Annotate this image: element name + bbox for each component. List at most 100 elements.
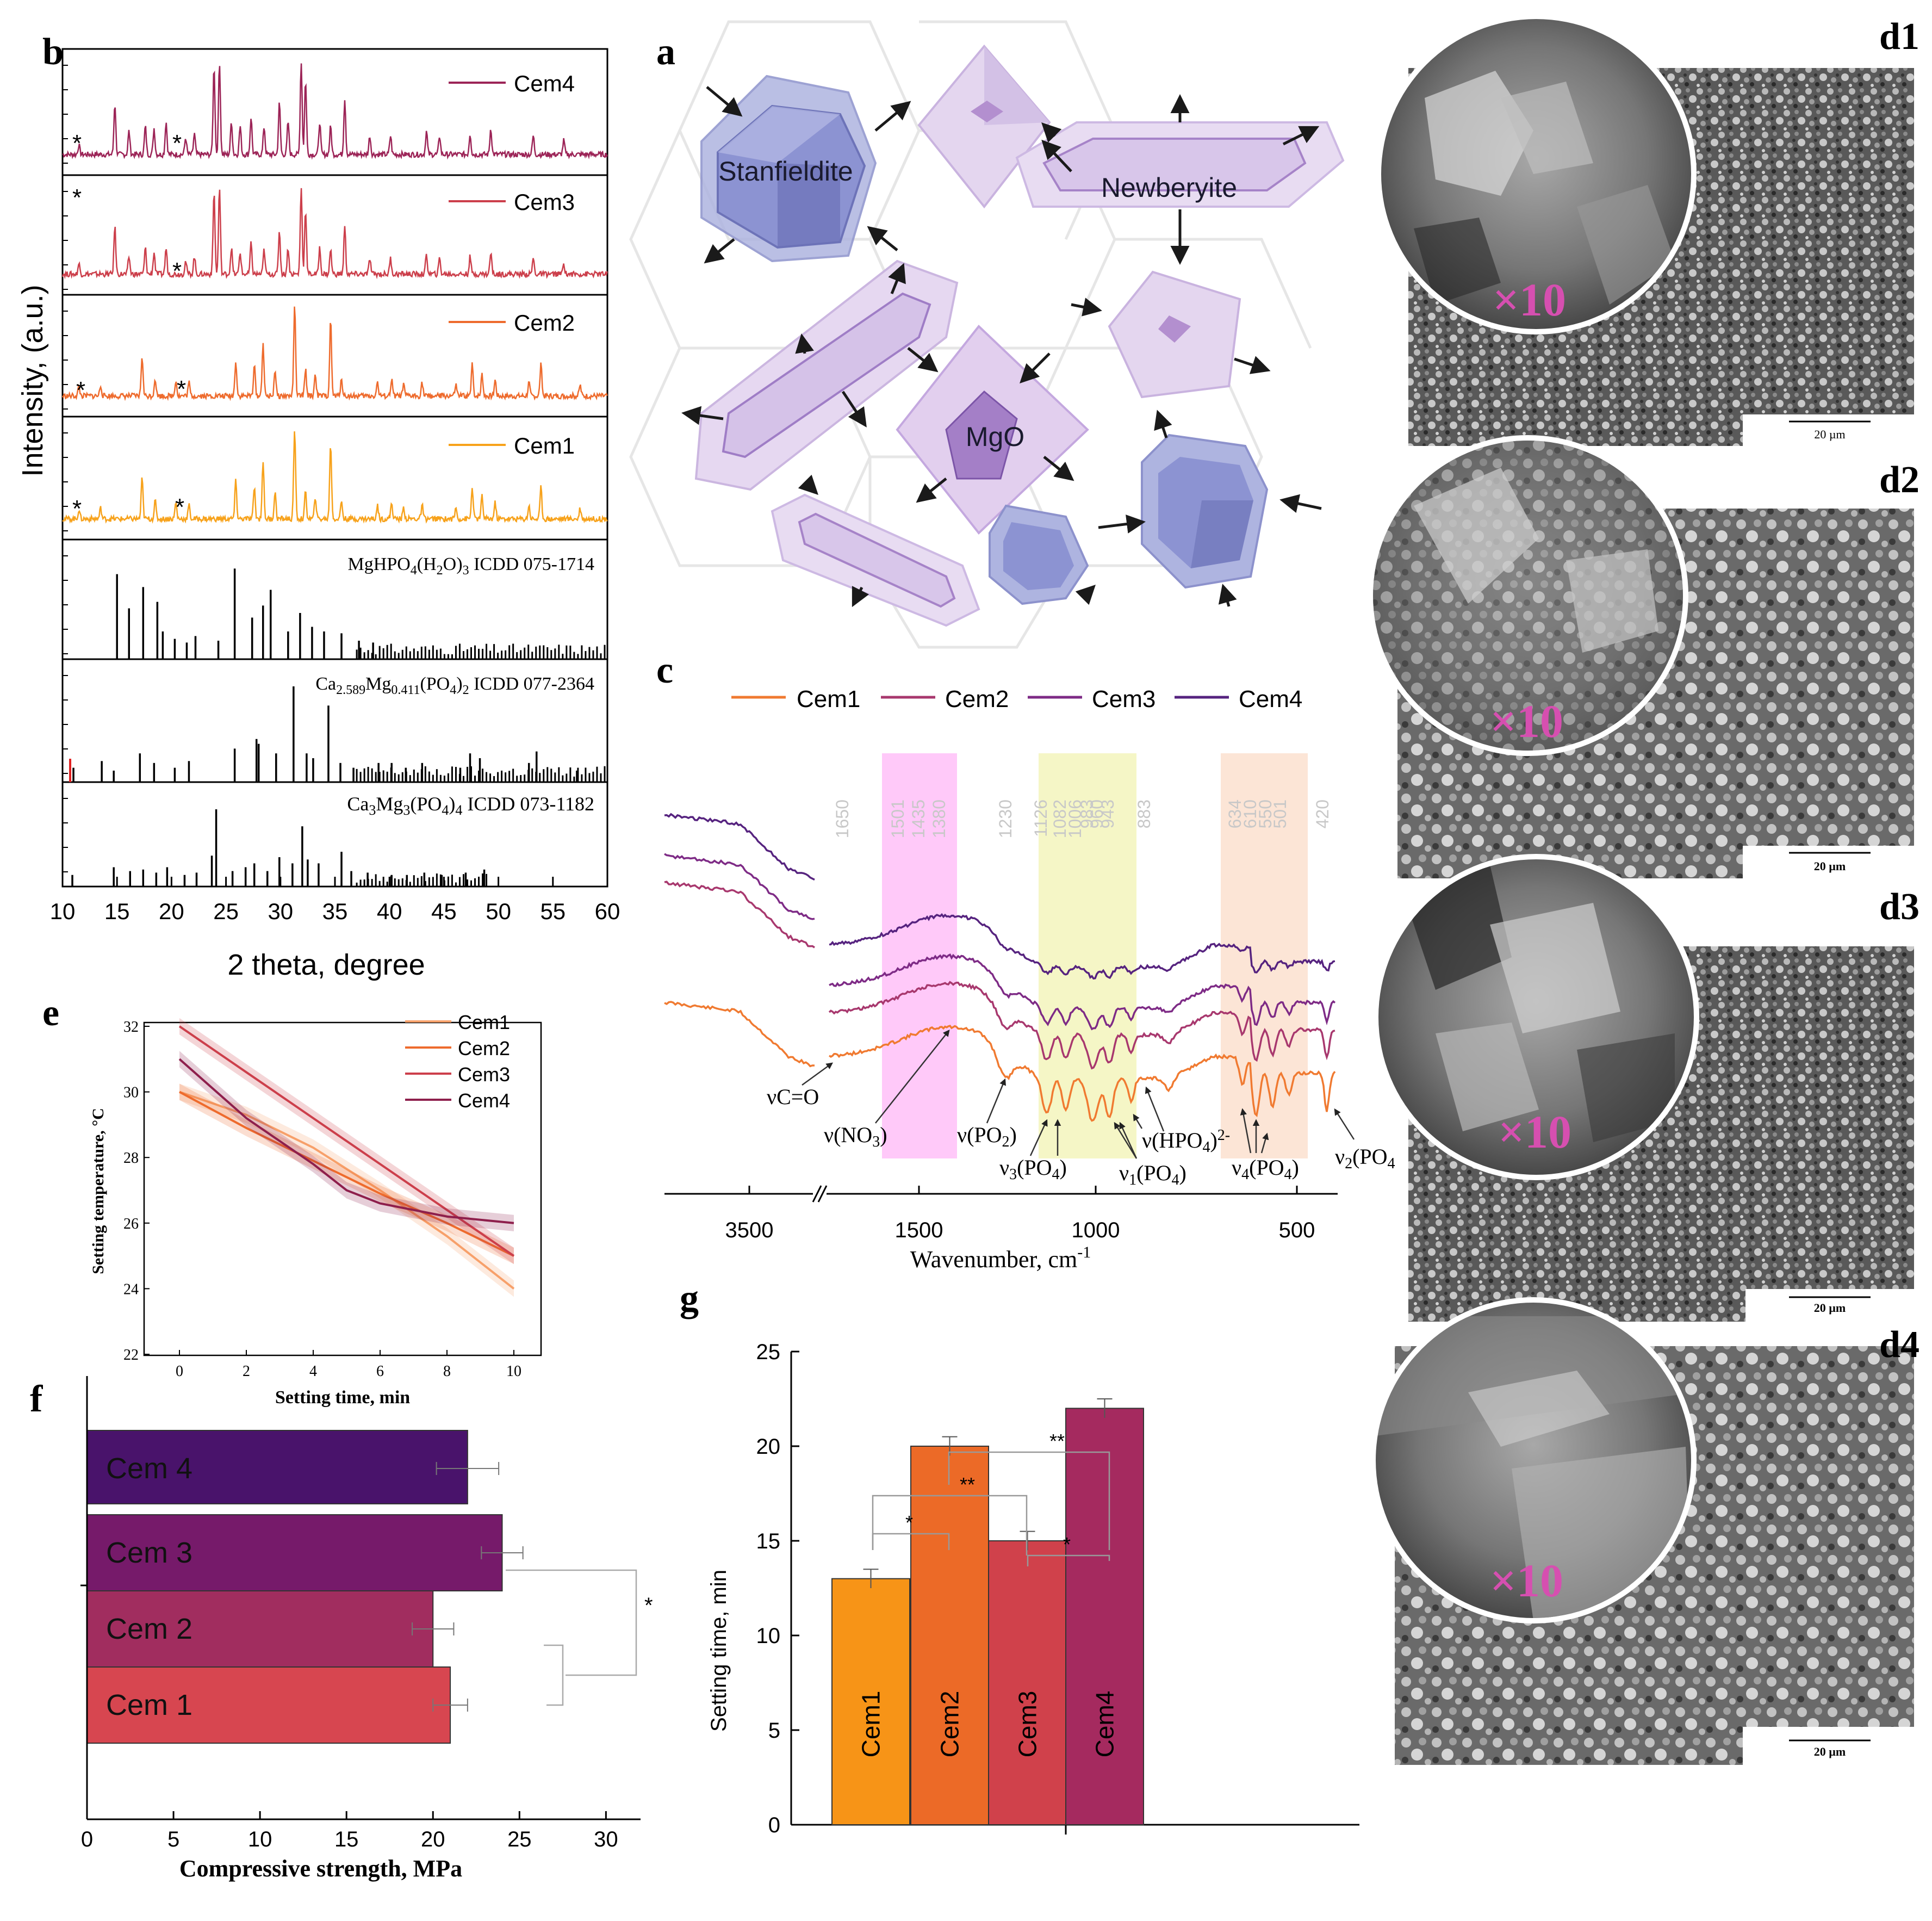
xrd-legend-text-cem3: Cem3 xyxy=(514,189,575,215)
e-line-cem1 xyxy=(179,1090,515,1290)
e-lines xyxy=(178,1018,515,1297)
f-x-tick-label: 20 xyxy=(421,1827,445,1851)
xrd-x-tick-label: 55 xyxy=(540,898,566,924)
xrd-asterisk: * xyxy=(172,130,182,157)
g-significance-4: ** xyxy=(1049,1430,1065,1452)
xrd-trace-cem3 xyxy=(61,188,608,280)
ftir-axis-break xyxy=(812,1185,822,1203)
e-legend-cem1: Cem1 xyxy=(458,1011,510,1033)
panel-label-e: e xyxy=(42,992,59,1034)
e-x-tick-label: 2 xyxy=(243,1363,250,1380)
panel-label-a: a xyxy=(656,31,675,73)
panel-f: f Cem 1 Cem 2 Cem 3 Cem 4 0 5 10 15 20 25 30 Comp… xyxy=(30,1376,653,1882)
g-significance-1: * xyxy=(905,1511,913,1534)
e-x-tick-label: 6 xyxy=(376,1363,384,1380)
e-frame xyxy=(143,1021,542,1356)
f-bar-cem1 xyxy=(86,1666,451,1744)
f-bar-label: Cem 1 xyxy=(106,1689,192,1721)
xrd-x-tick-label: 40 xyxy=(377,898,402,924)
xrd-x-tick-label: 25 xyxy=(213,898,239,924)
e-legend: Cem1 Cem2 Cem3 Cem4 xyxy=(405,1011,510,1112)
e-y-tick-label: 24 xyxy=(123,1281,139,1298)
panel-label-d2: d2 xyxy=(1879,459,1919,501)
panel-b: b 10 15 20 25 30 35 40 45 50 55 60 2 theta, degree… xyxy=(16,31,620,981)
panel-label-d1: d1 xyxy=(1879,16,1919,58)
ftir-ticks xyxy=(748,1186,1298,1194)
xrd-x-tick-label: 50 xyxy=(486,898,511,924)
g-bar-cem1 xyxy=(831,1578,910,1826)
f-bar-cem2 xyxy=(86,1590,434,1668)
panel-label-g: g xyxy=(680,1278,699,1319)
f-x-tick-label: 5 xyxy=(167,1827,179,1851)
xrd-x-tick-label: 60 xyxy=(595,898,620,924)
ftir-band-label: 960 xyxy=(1087,800,1107,828)
g-bar-label: Cem2 xyxy=(936,1691,964,1758)
g-bars: Cem1 Cem2 Cem3 Cem4 xyxy=(831,1398,1144,1826)
g-bar-cem2 xyxy=(910,1446,989,1825)
ftir-ann-vco: νC=O xyxy=(767,1085,819,1109)
ftir-band-label: 1501 xyxy=(888,800,908,838)
ftir-trace-right-cem4 xyxy=(829,913,1335,980)
f-x-label: Compressive strength, MPa xyxy=(179,1855,462,1882)
e-y-tick-label: 30 xyxy=(123,1085,139,1101)
g-significance-3: * xyxy=(1063,1533,1071,1556)
g-bar-cem4 xyxy=(1065,1408,1144,1825)
ftir-ann-vhpo4: ν(HPO4)2- xyxy=(1142,1127,1230,1156)
g-bar-label: Cem1 xyxy=(857,1691,885,1758)
xrd-asterisk: * xyxy=(72,184,82,211)
ftir-tick-1500: 1500 xyxy=(895,1218,943,1242)
panel-label-f: f xyxy=(30,1378,43,1420)
g-significance-2: ** xyxy=(960,1473,975,1496)
xrd-x-tick-label: 45 xyxy=(431,898,457,924)
ftir-annotation-leaders xyxy=(802,1030,1355,1159)
g-significance-brackets xyxy=(872,1451,1110,1566)
g-y-tick-label: 10 xyxy=(756,1624,781,1648)
newberyite-prism-left xyxy=(694,259,959,491)
ftir-band-label: 1380 xyxy=(929,800,949,838)
panel-c: c Cem1 Cem2 Cem3 Cem4 1650 1501 1435 1380 12… xyxy=(656,649,1395,1273)
ftir-ann-vpo2: ν(PO2) xyxy=(957,1123,1017,1150)
panel-g: g 0 5 10 15 20 25 Cem1 Cem2 Cem3 Cem4 Setting ti… xyxy=(680,1278,1359,1837)
e-line-cem4 xyxy=(178,1058,514,1224)
xrd-asterisk: * xyxy=(76,377,85,404)
ftir-band-label: 1082 xyxy=(1050,800,1070,838)
xrd-x-tick-label: 20 xyxy=(159,898,184,924)
ftir-band-label: 420 xyxy=(1313,800,1332,828)
diagram-label-stanfieldite: Stanfieldite xyxy=(718,156,853,187)
sem-magnified-texture-d2 xyxy=(1373,441,1683,751)
ftir-tick-500: 500 xyxy=(1279,1218,1315,1242)
xrd-x-tick-label: 15 xyxy=(104,898,130,924)
e-line-cem2 xyxy=(179,1090,514,1257)
sem-scale-label-d3: 20 µm xyxy=(1814,1301,1846,1315)
xrd-legend-text-cem2: Cem2 xyxy=(514,310,575,336)
g-y-tick-label: 0 xyxy=(768,1813,780,1837)
ftir-traces xyxy=(664,813,1336,1122)
f-significance-bracket xyxy=(506,1569,637,1706)
xrd-legend-text-cem4: Cem4 xyxy=(514,71,575,96)
xrd-trace-cem1 xyxy=(62,431,608,524)
g-bar-label: Cem4 xyxy=(1091,1691,1119,1758)
f-x-tick-label: 30 xyxy=(594,1827,618,1851)
xrd-asterisk: * xyxy=(172,258,182,284)
xrd-trace-cem2 xyxy=(61,306,608,401)
g-y-tick-label: 5 xyxy=(768,1719,780,1743)
ftir-legend: Cem1 Cem2 Cem3 Cem4 xyxy=(731,686,1302,712)
f-bars: Cem 1 Cem 2 Cem 3 Cem 4 xyxy=(86,1430,524,1744)
xrd-x-tick-label: 10 xyxy=(50,898,76,924)
g-bar-label: Cem3 xyxy=(1014,1691,1042,1758)
e-legend-cem2: Cem2 xyxy=(458,1037,510,1059)
ftir-ann-v3po4: ν3(PO4) xyxy=(999,1155,1067,1183)
xrd-asterisk: * xyxy=(72,495,82,522)
e-x-tick-label: 4 xyxy=(309,1363,317,1380)
ftir-ann-v2po4: ν2(PO4 xyxy=(1335,1144,1395,1172)
g-y-tick-label: 20 xyxy=(756,1435,781,1459)
xrd-legend-cem2: Cem2 xyxy=(449,310,575,336)
ftir-band-label: 1650 xyxy=(833,800,852,838)
f-bar-label: Cem 3 xyxy=(106,1536,192,1569)
xrd-ref-label-newberyite: MgHPO4(H2O)3 ICDD 075-1714 xyxy=(348,554,594,578)
ftir-trace-left-cem1 xyxy=(664,1001,815,1068)
sem-d1: ×10 20 µm d1 xyxy=(1376,14,1919,446)
e-y-tick-label: 22 xyxy=(123,1347,139,1364)
sem-scalebar-bg xyxy=(1743,1727,1914,1765)
